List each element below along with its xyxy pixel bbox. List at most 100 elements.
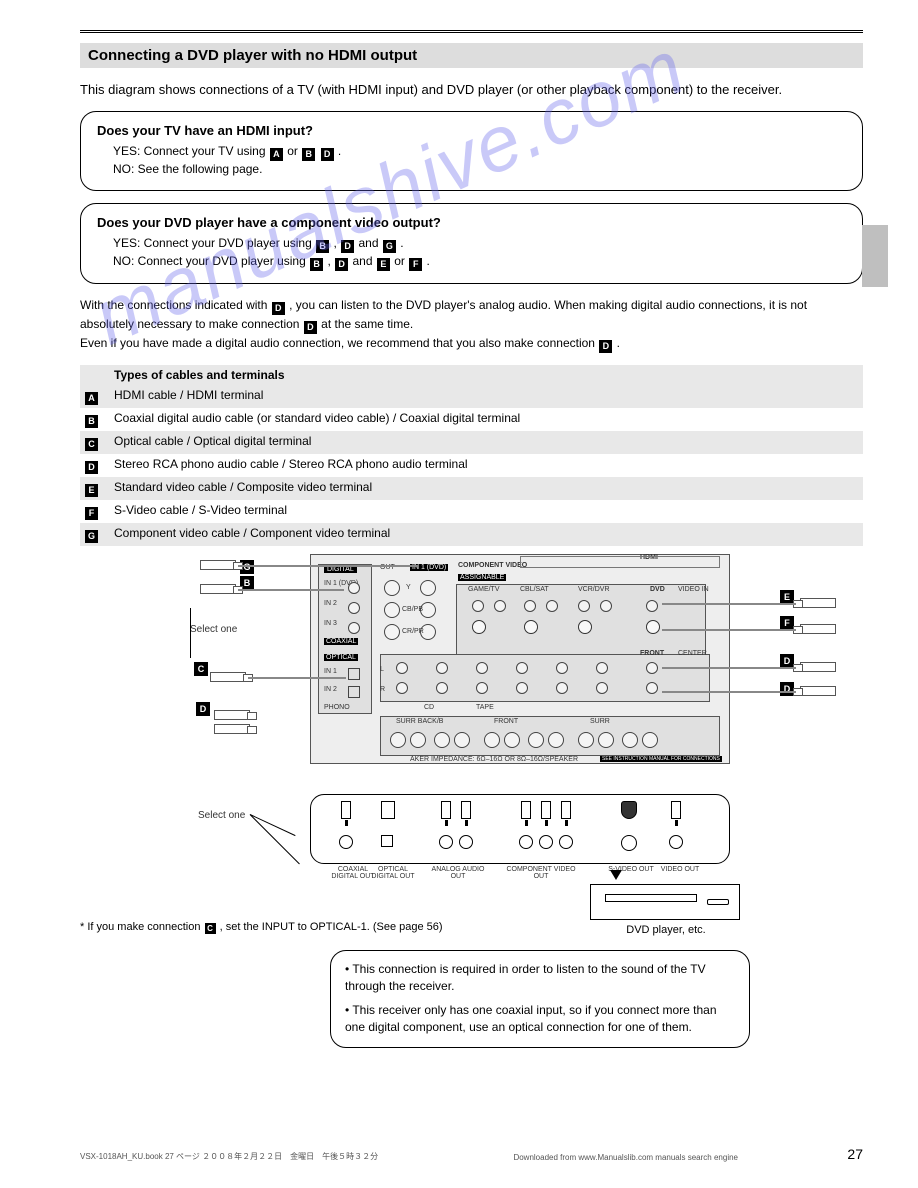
box2-no: NO: Connect your DVD player using B , D … bbox=[113, 253, 846, 271]
cable-end-e bbox=[800, 598, 836, 608]
in2-label: IN 2 bbox=[324, 600, 337, 607]
dvd-compPb-jack bbox=[539, 835, 553, 849]
diagram-tag-d-right: D bbox=[780, 654, 794, 668]
bp5 bbox=[484, 732, 500, 748]
front-label: FRONT bbox=[640, 650, 664, 657]
jack-v4 bbox=[546, 600, 558, 612]
icon-a-1: A bbox=[270, 148, 283, 161]
cable-row-e: EStandard video cable / Composite video … bbox=[80, 477, 863, 500]
pointer-triangle-icon bbox=[610, 870, 622, 880]
cable-end-b bbox=[200, 584, 236, 594]
after-box-text: With the connections indicated with D , … bbox=[80, 296, 863, 353]
cable-table: Types of cables and terminals AHDMI cabl… bbox=[80, 365, 863, 546]
cd-label: CD bbox=[424, 704, 434, 711]
box2-question: Does your DVD player have a component vi… bbox=[97, 214, 846, 233]
dvd-analogR-plug bbox=[461, 801, 471, 819]
ast-a: * If you make connection bbox=[80, 921, 200, 933]
dvd-compPb-plug bbox=[541, 801, 551, 819]
comp-out-pb bbox=[384, 602, 400, 618]
svideo-3 bbox=[578, 620, 592, 634]
al3 bbox=[476, 662, 488, 674]
question-box-dvd-component: Does your DVD player have a component vi… bbox=[80, 203, 863, 284]
icon-d-6: D bbox=[599, 340, 612, 353]
dvd-caption: DVD player, etc. bbox=[586, 924, 746, 936]
cable-row-c: COptical cable / Optical digital termina… bbox=[80, 431, 863, 454]
rear-panel-diagram: DIGITAL IN 1 (DVD) IN 2 IN 3 COAXIAL OPT… bbox=[80, 554, 863, 914]
bp9 bbox=[578, 732, 594, 748]
box1-question: Does your TV have an HDMI input? bbox=[97, 122, 846, 141]
diagram-tag-d-right2: D bbox=[780, 682, 794, 696]
box2-yes: YES: Connect your DVD player using B , D… bbox=[113, 235, 846, 253]
box1-yes-prefix: YES: Connect your TV using bbox=[113, 144, 266, 158]
dvd-analogL-jack bbox=[439, 835, 453, 849]
cable-heading: Types of cables and terminals bbox=[114, 368, 859, 382]
jack-v2 bbox=[494, 600, 506, 612]
after-1c: at the same time. bbox=[321, 317, 413, 331]
ar4 bbox=[516, 682, 528, 694]
question-box-tv-hdmi: Does your TV have an HDMI input? YES: Co… bbox=[80, 111, 863, 191]
game-label: GAME/TV bbox=[468, 586, 500, 593]
cable-key-b-icon: B bbox=[85, 415, 98, 428]
cable-row-a: AHDMI cable / HDMI terminal bbox=[80, 385, 863, 408]
cable-end-c bbox=[210, 672, 246, 682]
arrow-gY bbox=[238, 565, 418, 567]
box2-yes-prefix: YES: Connect your DVD player using bbox=[113, 236, 312, 250]
cable-end-f bbox=[800, 624, 836, 634]
diagram-tag-d-left: D bbox=[196, 702, 210, 716]
arrow-b bbox=[238, 589, 344, 591]
dvd-svideo-plug bbox=[621, 801, 637, 819]
svideo-dvd bbox=[646, 620, 660, 634]
bp6 bbox=[504, 732, 520, 748]
arrow-dL bbox=[662, 667, 796, 669]
cable-end-dR2 bbox=[800, 686, 836, 696]
cable-label-a: HDMI cable / HDMI terminal bbox=[114, 388, 859, 405]
coax-in1-jack bbox=[348, 582, 360, 594]
pr-label: CR/PR bbox=[402, 628, 424, 635]
cable-label-f: S-Video cable / S-Video terminal bbox=[114, 503, 859, 520]
icon-d-2: D bbox=[341, 240, 354, 253]
dvd-select-line2 bbox=[250, 814, 300, 864]
al5 bbox=[556, 662, 568, 674]
box1-yes-end: . bbox=[338, 144, 341, 158]
audio-L: L bbox=[380, 666, 384, 673]
dvd-R bbox=[646, 682, 658, 694]
cable-row-b: B Coaxial digital audio cable (or standar… bbox=[80, 408, 863, 431]
rule-top bbox=[80, 30, 863, 33]
cable-row-g: GComponent video cable / Component video… bbox=[80, 523, 863, 546]
dvd-player-illustration bbox=[590, 884, 740, 920]
icon-f-1: F bbox=[409, 258, 422, 271]
al4 bbox=[516, 662, 528, 674]
icon-b-1: B bbox=[302, 148, 315, 161]
footer-code: VSX-1018AH_KU.book 27 ページ ２００８年２月２２日 金曜日… bbox=[80, 1151, 378, 1162]
coaxial-label: COAXIAL bbox=[324, 638, 358, 645]
box1-yes: YES: Connect your TV using A or B D . bbox=[113, 143, 846, 161]
surrback-label: SURR BACK/B bbox=[396, 718, 443, 725]
diagram-tag-c: C bbox=[194, 662, 208, 676]
optical-label: OPTICAL bbox=[324, 654, 358, 661]
dvd-opt-label: OPTICAL DIGITAL OUT bbox=[368, 866, 418, 880]
sp-front-label: FRONT bbox=[494, 718, 518, 725]
box1-yes-or: or bbox=[287, 144, 298, 158]
videoin-label: VIDEO IN bbox=[678, 586, 709, 593]
dvd-svideo-jack bbox=[621, 835, 637, 851]
comp-in-y bbox=[420, 580, 436, 596]
opt-in2-jack bbox=[348, 686, 360, 698]
ast-b: , set the INPUT to OPTICAL-1. (See page … bbox=[220, 921, 443, 933]
cable-key-d-icon: D bbox=[85, 461, 98, 474]
dvd-video-jack bbox=[669, 835, 683, 849]
bp1 bbox=[390, 732, 406, 748]
jack-v3 bbox=[524, 600, 536, 612]
s2: and bbox=[358, 236, 378, 250]
bp2 bbox=[410, 732, 426, 748]
after-2a: Even if you have made a digital audio co… bbox=[80, 336, 595, 350]
box2-no-prefix: NO: Connect your DVD player using bbox=[113, 254, 306, 268]
cable-row-f: FS-Video cable / S-Video terminal bbox=[80, 500, 863, 523]
cable-label-b: Coaxial digital audio cable (or standard… bbox=[114, 411, 859, 428]
dvd-compY-plug bbox=[521, 801, 531, 819]
bp8 bbox=[548, 732, 564, 748]
cable-label-g: Component video cable / Component video … bbox=[114, 526, 859, 543]
dvd-compPr-plug bbox=[561, 801, 571, 819]
comp-out-y bbox=[384, 580, 400, 596]
al6 bbox=[596, 662, 608, 674]
ar1 bbox=[396, 682, 408, 694]
